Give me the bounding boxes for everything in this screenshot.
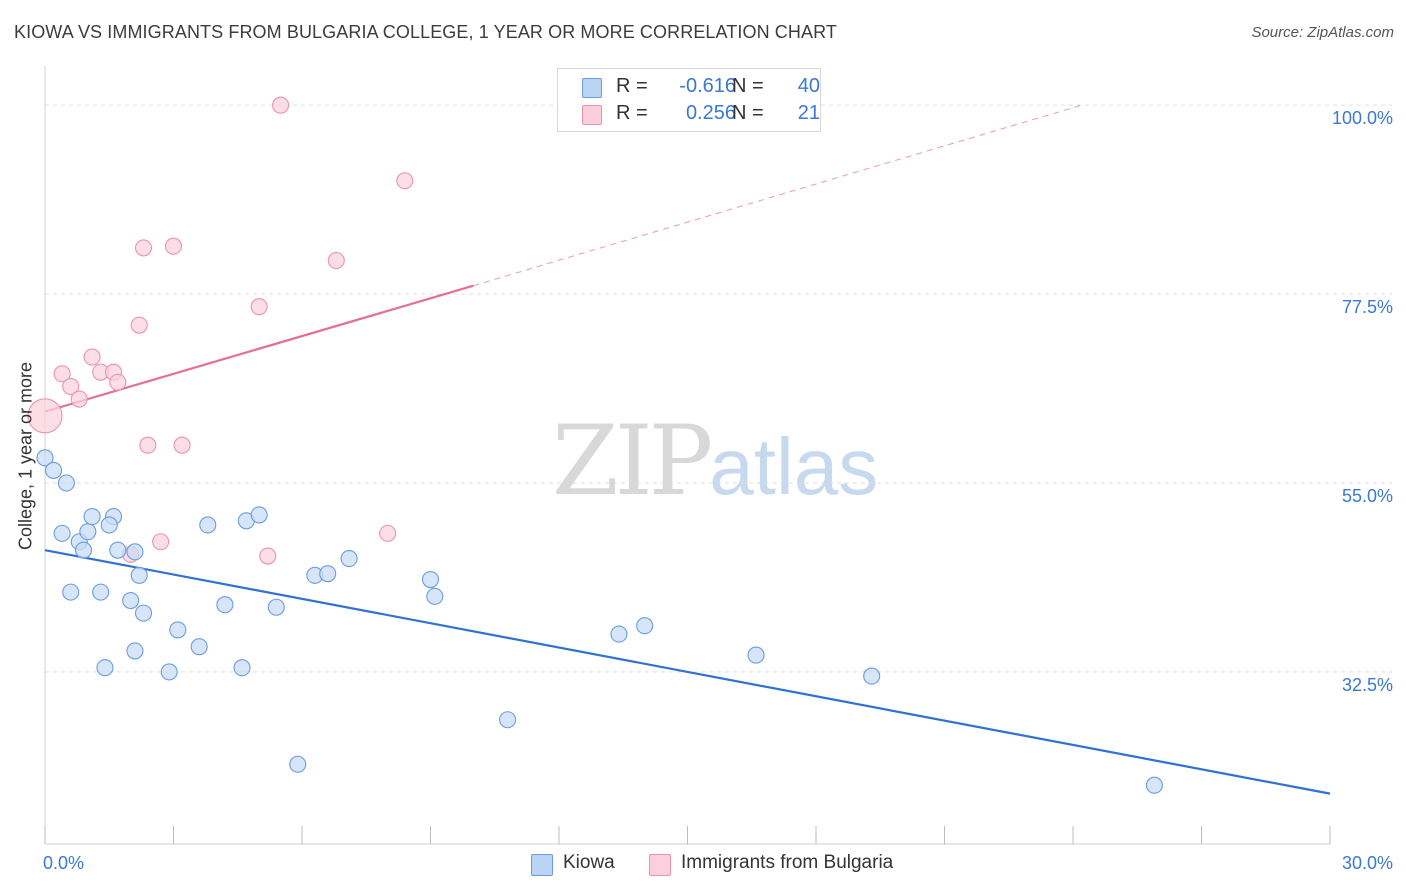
kiowa-trend-line	[44, 549, 1331, 795]
kiowa-point	[79, 523, 97, 541]
bulgaria-point	[327, 251, 345, 270]
x-tick-label: 0.0%	[43, 853, 84, 873]
axes	[44, 66, 1331, 845]
legend-label-bulgaria: Immigrants from Bulgaria	[681, 852, 894, 873]
kiowa-point	[83, 508, 101, 526]
kiowa-point	[747, 646, 765, 664]
bulgaria-point	[272, 96, 290, 114]
kiowa-point	[199, 516, 217, 534]
bulgaria-point	[134, 239, 153, 257]
bulgaria-point	[259, 547, 277, 565]
bulgaria-point	[130, 316, 148, 334]
bulgaria-point	[250, 298, 268, 316]
tick-labels: 32.5% 55.0% 77.5% 100.0% 0.0% 30.0%	[43, 108, 1393, 873]
watermark-zip: ZIP	[552, 405, 713, 517]
bulgaria-point	[139, 436, 157, 454]
kiowa-legend-swatch	[531, 854, 553, 876]
kiowa-point	[863, 667, 881, 685]
bulgaria-trend-extension	[473, 104, 1082, 287]
kiowa-point	[169, 621, 187, 639]
n-value: 21	[797, 102, 820, 124]
y-tick-label: 77.5%	[1342, 297, 1393, 317]
kiowa-point	[62, 583, 80, 601]
kiowa-point	[100, 516, 118, 534]
bulgaria-point	[379, 524, 397, 542]
r-label: R =	[616, 102, 648, 124]
kiowa-point	[75, 541, 93, 559]
y-tick-label: 55.0%	[1342, 486, 1393, 506]
kiowa-point	[1145, 776, 1163, 794]
source-credit: Source: ZipAtlas.com	[1251, 24, 1394, 41]
kiowa-point	[160, 663, 178, 681]
kiowa-point	[96, 659, 114, 677]
kiowa-point	[92, 583, 110, 601]
bulgaria-point	[173, 436, 191, 454]
bulgaria-point	[70, 390, 88, 408]
n-label: N =	[732, 102, 764, 124]
data-points	[27, 96, 1163, 794]
kiowa-point	[190, 638, 208, 656]
kiowa-swatch	[582, 78, 602, 98]
zipatlas-watermark: ZIPatlas	[552, 405, 878, 517]
kiowa-point	[289, 755, 307, 773]
bulgaria-point	[152, 533, 170, 551]
bulgaria-point	[109, 373, 127, 391]
kiowa-point	[122, 591, 140, 610]
kiowa-point	[233, 659, 251, 677]
bulgaria-swatch	[582, 105, 602, 125]
bulgaria-legend-swatch	[649, 854, 671, 876]
kiowa-point	[130, 566, 148, 584]
kiowa-point	[250, 506, 268, 524]
r-label: R =	[616, 75, 648, 97]
grid-lines	[45, 104, 1392, 673]
chart-title: KIOWA VS IMMIGRANTS FROM BULGARIA COLLEG…	[14, 22, 837, 42]
y-axis-label: College, 1 year or more	[15, 361, 36, 551]
kiowa-point	[134, 604, 153, 622]
kiowa-point	[421, 570, 440, 589]
kiowa-point	[36, 449, 54, 467]
kiowa-point	[45, 461, 63, 479]
r-value: 0.256	[685, 102, 736, 124]
stats-legend: R = -0.616 N = 40 R = 0.256 N = 21	[557, 68, 821, 132]
kiowa-point	[216, 596, 234, 614]
y-tick-label: 32.5%	[1342, 675, 1393, 695]
bulgaria-point	[164, 237, 183, 255]
bulgaria-point	[27, 398, 63, 434]
x-tick-label: 30.0%	[1342, 853, 1393, 873]
kiowa-point	[126, 642, 144, 660]
kiowa-point	[340, 549, 358, 568]
n-label: N =	[732, 75, 764, 97]
kiowa-point	[57, 474, 75, 492]
bulgaria-point	[53, 365, 71, 383]
r-value: -0.616	[679, 75, 736, 97]
y-tick-label: 100.0%	[1332, 108, 1393, 128]
bulgaria-point	[83, 348, 101, 366]
bulgaria-point	[62, 377, 80, 395]
trend-lines	[44, 104, 1331, 795]
watermark-atlas: atlas	[709, 422, 879, 511]
kiowa-point	[126, 543, 144, 561]
kiowa-point	[53, 524, 71, 542]
kiowa-point	[636, 617, 654, 635]
kiowa-point	[426, 587, 444, 605]
kiowa-point	[319, 565, 337, 583]
bulgaria-point	[396, 172, 414, 190]
kiowa-point	[499, 711, 517, 729]
legend-label-kiowa: Kiowa	[563, 852, 615, 873]
kiowa-point	[267, 598, 285, 616]
n-value: 40	[797, 75, 820, 97]
kiowa-point	[610, 625, 628, 643]
kiowa-point	[109, 541, 127, 559]
